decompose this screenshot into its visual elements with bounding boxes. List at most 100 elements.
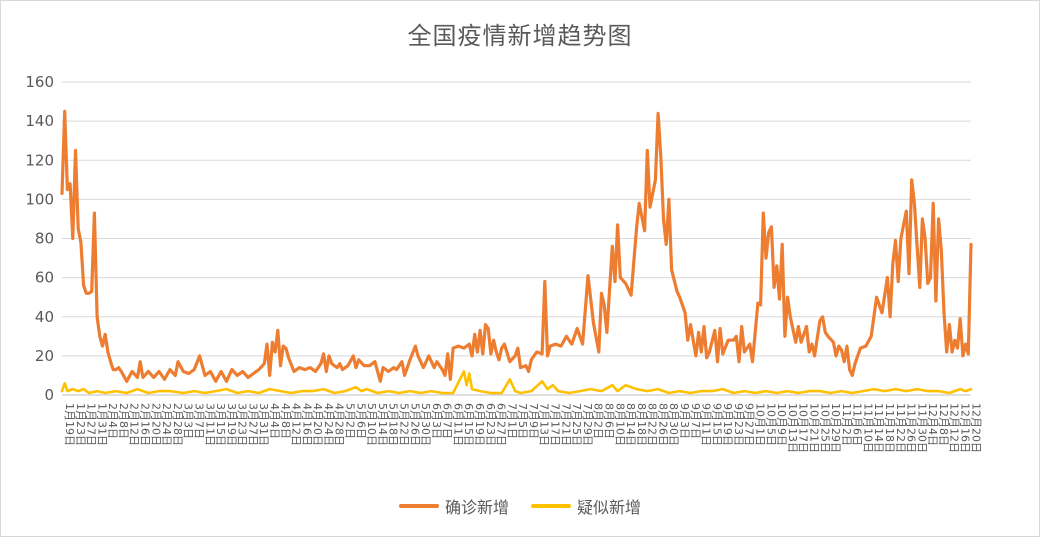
x-tick-label: 5月10日	[365, 403, 378, 446]
x-tick-label: 10月17日	[797, 403, 810, 453]
x-tick-label: 8月22日	[646, 403, 659, 446]
legend-label-suspected: 疑似新增	[577, 498, 642, 517]
x-axis-ticks: 1月19日1月23日1月27日1月31日2月4日2月8日2月12日2月16日2月…	[63, 403, 982, 453]
series-lines	[60, 109, 973, 395]
x-tick-label: 10月29日	[829, 403, 842, 453]
x-tick-label: 10月25日	[818, 403, 831, 453]
x-tick-label: 6月11日	[451, 403, 464, 446]
x-tick-label: 11月30日	[915, 403, 928, 453]
x-tick-label: 3月19日	[225, 403, 238, 446]
x-tick-label: 10月21日	[807, 403, 820, 453]
x-tick-label: 1月27日	[85, 403, 98, 446]
x-tick-label: 9月27日	[743, 403, 756, 446]
x-tick-label: 5月6日	[354, 403, 367, 439]
x-tick-label: 7月21日	[559, 403, 572, 446]
chart-title: 全国疫情新增趋势图	[407, 22, 633, 50]
x-tick-label: 11月6日	[851, 403, 864, 446]
x-tick-label: 6月23日	[484, 403, 497, 446]
x-tick-label: 4月12日	[290, 403, 303, 446]
x-tick-label: 6月7日	[441, 403, 454, 439]
y-tick-label: 20	[35, 347, 54, 365]
x-tick-label: 8月10日	[613, 403, 626, 446]
x-tick-label: 1月31日	[95, 403, 108, 446]
x-tick-label: 6月27日	[495, 403, 508, 446]
x-tick-label: 9月11日	[700, 403, 713, 446]
legend-label-confirmed: 确诊新增	[444, 498, 509, 517]
x-tick-label: 4月4日	[268, 403, 281, 439]
legend: 确诊新增 疑似新增	[0, 494, 1040, 518]
y-tick-label: 80	[35, 230, 54, 248]
x-tick-label: 8月30日	[667, 403, 680, 446]
x-tick-label: 8月14日	[624, 403, 637, 446]
x-tick-label: 5月14日	[376, 403, 389, 446]
x-tick-label: 11月18日	[883, 403, 896, 453]
x-tick-label: 10月1日	[754, 403, 767, 446]
x-tick-label: 5月18日	[387, 403, 400, 446]
x-tick-label: 7月29日	[581, 403, 594, 446]
x-tick-label: 12月12日	[948, 403, 961, 453]
legend-item-confirmed[interactable]: 确诊新增	[398, 494, 509, 518]
x-tick-label: 3月23日	[236, 403, 249, 446]
x-tick-label: 11月10日	[861, 403, 874, 453]
x-tick-label: 6月15日	[462, 403, 475, 446]
x-tick-label: 1月23日	[74, 403, 87, 446]
x-tick-label: 9月23日	[732, 403, 745, 446]
y-tick-label: 140	[25, 112, 54, 130]
series-line	[60, 109, 973, 383]
x-tick-label: 4月16日	[300, 403, 313, 446]
x-tick-label: 9月19日	[721, 403, 734, 446]
x-tick-label: 3月7日	[192, 403, 205, 439]
x-tick-label: 12月16日	[959, 403, 972, 453]
y-tick-label: 60	[35, 269, 54, 287]
x-tick-label: 2月12日	[128, 403, 141, 446]
x-tick-label: 4月24日	[322, 403, 335, 446]
x-tick-label: 11月22日	[894, 403, 907, 453]
legend-swatch-suspected	[531, 504, 571, 508]
x-tick-label: 7月13日	[538, 403, 551, 446]
y-axis-ticks: 0 20 40 60 80 100 120 140 160	[25, 73, 54, 404]
y-tick-label: 160	[25, 73, 54, 91]
x-tick-label: 9月15日	[710, 403, 723, 446]
x-tick-label: 4月28日	[333, 403, 346, 446]
x-tick-label: 11月26日	[905, 403, 918, 453]
x-tick-label: 5月2日	[344, 403, 357, 439]
gridlines	[62, 81, 971, 396]
x-tick-label: 11月2日	[840, 403, 853, 446]
legend-swatch-confirmed	[398, 504, 439, 508]
x-tick-label: 9月7日	[689, 403, 702, 439]
x-tick-label: 6月3日	[430, 403, 443, 439]
x-tick-label: 2月24日	[160, 403, 173, 446]
x-tick-label: 12月20日	[969, 403, 982, 453]
x-tick-label: 11月14日	[872, 403, 885, 453]
x-tick-label: 3月31日	[257, 403, 270, 446]
x-tick-label: 5月30日	[419, 403, 432, 446]
x-tick-label: 5月22日	[397, 403, 410, 446]
x-tick-label: 1月19日	[63, 403, 76, 446]
x-tick-label: 7月5日	[516, 403, 529, 439]
x-tick-label: 7月17日	[549, 403, 562, 446]
x-tick-label: 2月28日	[171, 403, 184, 446]
legend-item-suspected[interactable]: 疑似新增	[531, 494, 641, 518]
x-tick-label: 9月3日	[678, 403, 691, 439]
x-tick-label: 3月27日	[246, 403, 259, 446]
x-tick-label: 2月20日	[149, 403, 162, 446]
x-tick-label: 2月8日	[117, 403, 130, 439]
x-tick-label: 7月25日	[570, 403, 583, 446]
x-tick-label: 8月2日	[592, 403, 605, 439]
x-tick-label: 7月9日	[527, 403, 540, 439]
x-tick-label: 2月4日	[106, 403, 119, 439]
x-tick-label: 10月13日	[786, 403, 799, 453]
x-tick-label: 8月18日	[635, 403, 648, 446]
y-tick-label: 0	[44, 386, 54, 404]
x-tick-label: 12月4日	[926, 403, 939, 446]
x-tick-label: 8月6日	[602, 403, 615, 439]
y-tick-label: 120	[25, 151, 54, 169]
x-tick-label: 6月19日	[473, 403, 486, 446]
x-tick-label: 7月1日	[505, 403, 518, 439]
x-tick-label: 3月11日	[203, 403, 216, 446]
x-tick-label: 8月26日	[656, 403, 669, 446]
x-tick-label: 4月8日	[279, 403, 292, 439]
x-tick-label: 2月16日	[139, 403, 152, 446]
x-tick-label: 12月8日	[937, 403, 950, 446]
